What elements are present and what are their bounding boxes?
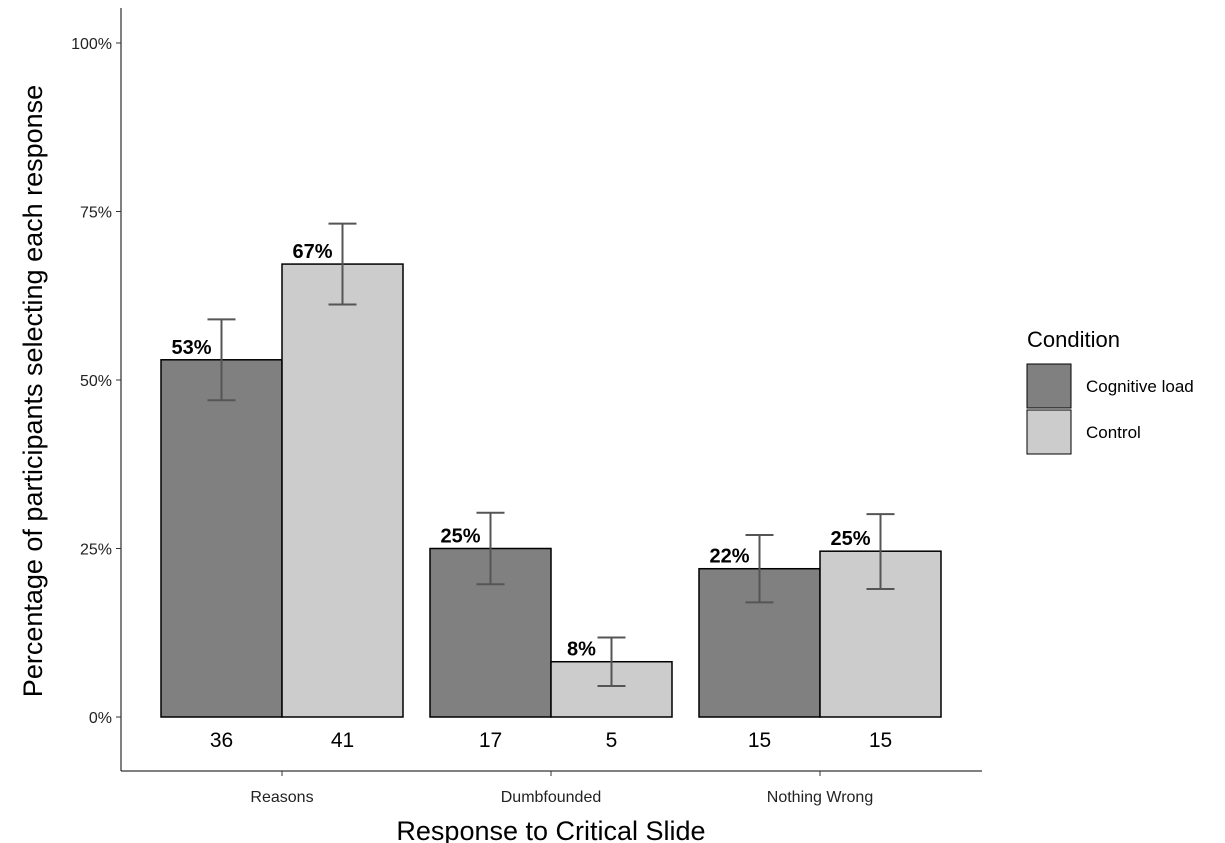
legend-item: Control	[1026, 409, 1141, 455]
legend-label: Cognitive load	[1086, 377, 1194, 396]
y-tick-label: 100%	[71, 36, 112, 53]
x-tick-label: Dumbfounded	[501, 789, 602, 806]
legend-swatch	[1026, 409, 1072, 455]
bar-control-reasons	[281, 263, 404, 718]
error-bar	[597, 636, 626, 687]
y-tick-label: 0%	[89, 710, 112, 727]
data-label: 25%	[440, 526, 480, 548]
y-tick-label: 75%	[80, 205, 112, 222]
count-label: 17	[479, 729, 502, 752]
count-label: 5	[606, 729, 618, 752]
legend-title: Condition	[1027, 327, 1120, 352]
data-label: 22%	[709, 546, 749, 568]
data-label: 25%	[830, 528, 870, 550]
count-label: 15	[869, 729, 892, 752]
data-label: 67%	[292, 241, 332, 263]
y-tick-label: 50%	[80, 373, 112, 390]
error-bar	[866, 513, 895, 590]
bar-cognitive-load-reasons	[160, 359, 283, 718]
data-label: 8%	[567, 639, 596, 661]
count-label: 41	[331, 729, 354, 752]
x-tick-label: Reasons	[250, 789, 313, 806]
data-label: 53%	[171, 337, 211, 359]
error-bar	[207, 318, 236, 402]
legend-label: Control	[1086, 423, 1141, 442]
x-tick-label: Nothing Wrong	[767, 789, 873, 806]
x-axis-title: Response to Critical Slide	[396, 816, 705, 843]
y-tick-label: 25%	[80, 542, 112, 559]
y-axis-title: Percentage of participants selecting eac…	[18, 85, 48, 697]
legend-item: Cognitive load	[1026, 363, 1194, 409]
error-bar	[476, 511, 505, 586]
legend-swatch	[1026, 363, 1072, 409]
legend: Condition Cognitive load Control	[1026, 327, 1194, 455]
count-label: 36	[210, 729, 233, 752]
error-bar	[745, 534, 774, 604]
error-bar	[328, 222, 357, 306]
count-label: 15	[748, 729, 771, 752]
